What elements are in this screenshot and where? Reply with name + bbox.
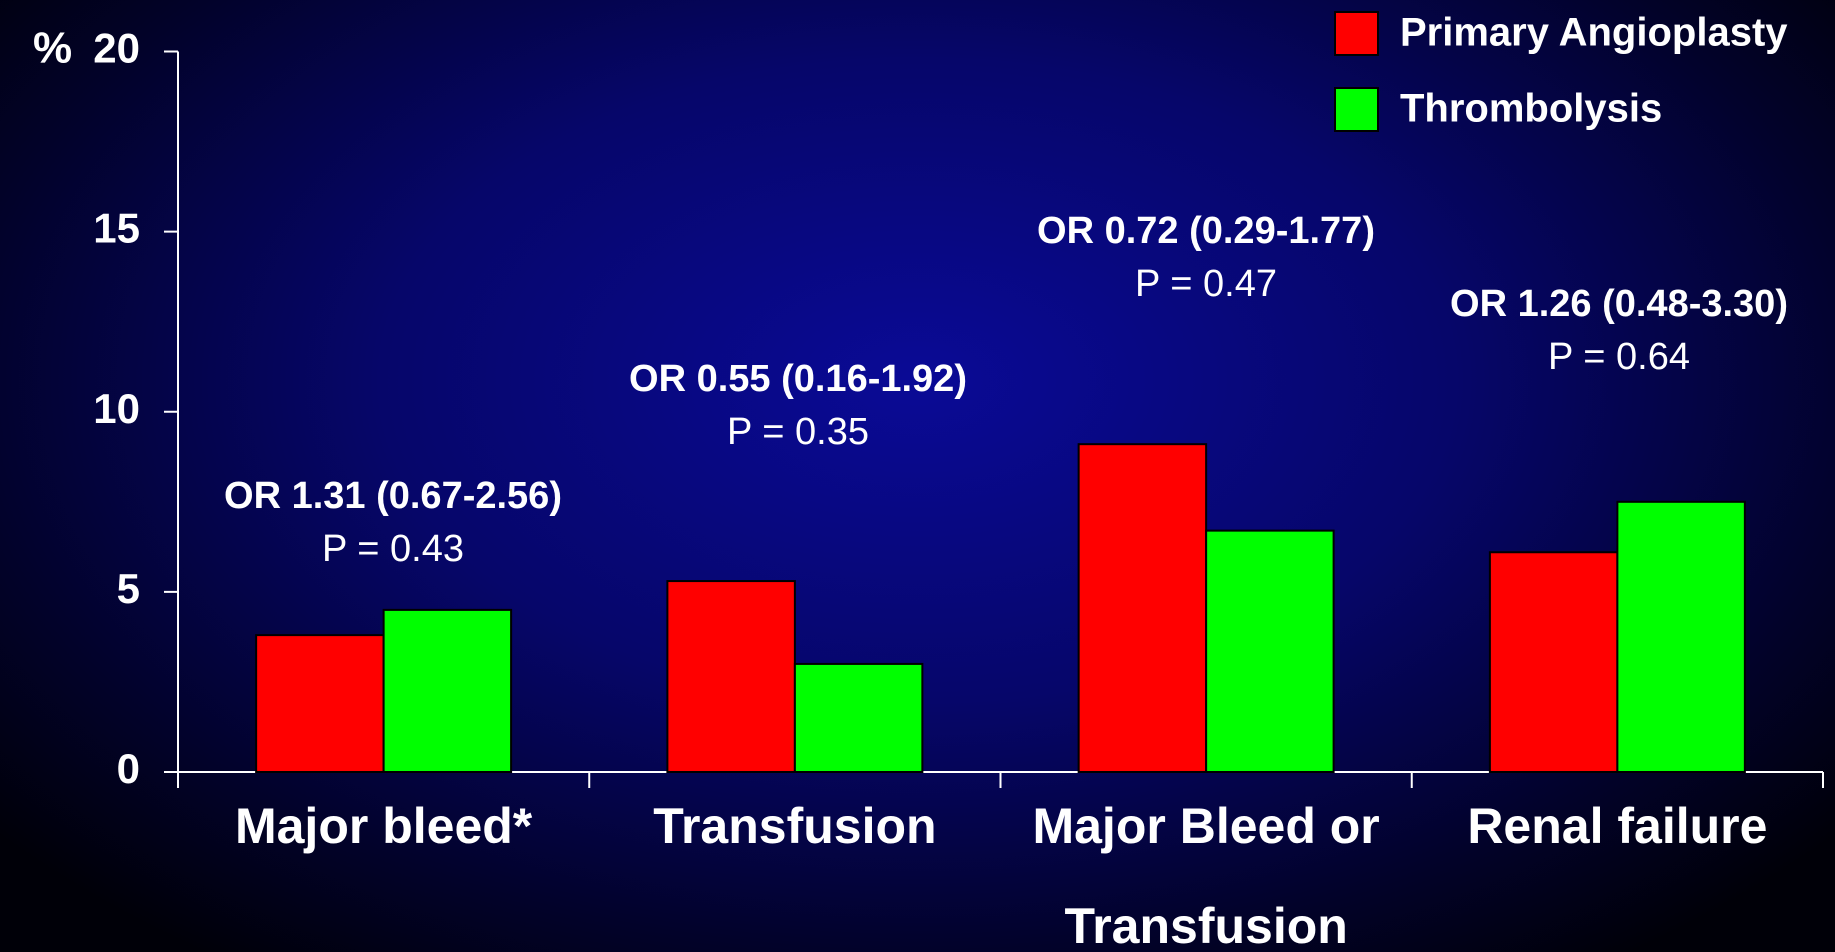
legend-swatch — [1334, 11, 1379, 56]
x-tick-label-box: Transfusion — [653, 798, 937, 854]
p-value: P = 0.64 — [1548, 336, 1690, 378]
y-tick-label: 5 — [117, 565, 140, 612]
p-value: P = 0.43 — [322, 528, 464, 570]
p-value: P = 0.35 — [727, 411, 869, 453]
x-tick-label: Renal failure — [1467, 798, 1768, 854]
p-value: P = 0.47 — [1135, 263, 1277, 305]
bar — [382, 608, 513, 774]
bar — [1616, 500, 1746, 773]
y-tick-label: 15 — [93, 205, 140, 252]
x-tick-label-box: Renal failure — [1467, 798, 1768, 854]
legend-label: Thrombolysis — [1400, 87, 1662, 131]
x-tick-label-box: Major bleed* — [234, 798, 533, 854]
bar — [666, 580, 796, 773]
x-tick-label: Transfusion — [653, 798, 937, 854]
legend-swatch — [1334, 87, 1379, 132]
y-tick-label: 20 — [93, 25, 140, 72]
odds-ratio: OR 1.31 (0.67-2.56) — [224, 475, 562, 517]
x-tick-label: Major Bleed or Transfusion — [1032, 798, 1380, 952]
bar — [793, 662, 924, 773]
odds-ratio: OR 0.72 (0.29-1.77) — [1037, 210, 1375, 252]
bar — [1205, 529, 1335, 773]
odds-ratio: OR 1.26 (0.48-3.30) — [1450, 283, 1788, 325]
legend-label: Primary Angioplasty — [1400, 11, 1788, 55]
odds-ratio: OR 0.55 (0.16-1.92) — [629, 358, 967, 400]
bar — [255, 634, 385, 773]
y-tick-label: 10 — [93, 385, 140, 432]
x-tick-label-box: Major Bleed or Transfusion — [1032, 798, 1380, 952]
bar — [1488, 551, 1619, 773]
y-tick-label: 0 — [117, 745, 140, 792]
bar — [1077, 443, 1208, 773]
y-axis-label: % — [33, 24, 72, 73]
x-tick-label: Major bleed* — [234, 798, 533, 854]
